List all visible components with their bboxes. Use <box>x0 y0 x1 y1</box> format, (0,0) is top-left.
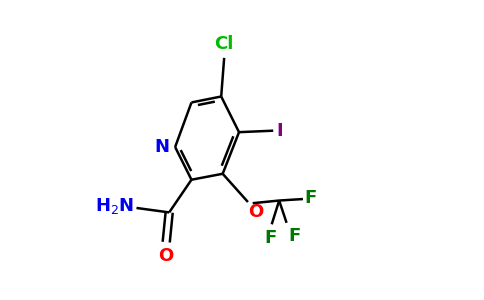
Text: H$_2$N: H$_2$N <box>95 196 134 217</box>
Text: I: I <box>276 122 283 140</box>
Text: F: F <box>288 227 300 245</box>
Text: O: O <box>248 202 263 220</box>
Text: N: N <box>155 138 170 156</box>
Text: F: F <box>264 229 276 247</box>
Text: Cl: Cl <box>214 34 234 52</box>
Text: F: F <box>304 189 317 207</box>
Text: O: O <box>159 247 174 265</box>
